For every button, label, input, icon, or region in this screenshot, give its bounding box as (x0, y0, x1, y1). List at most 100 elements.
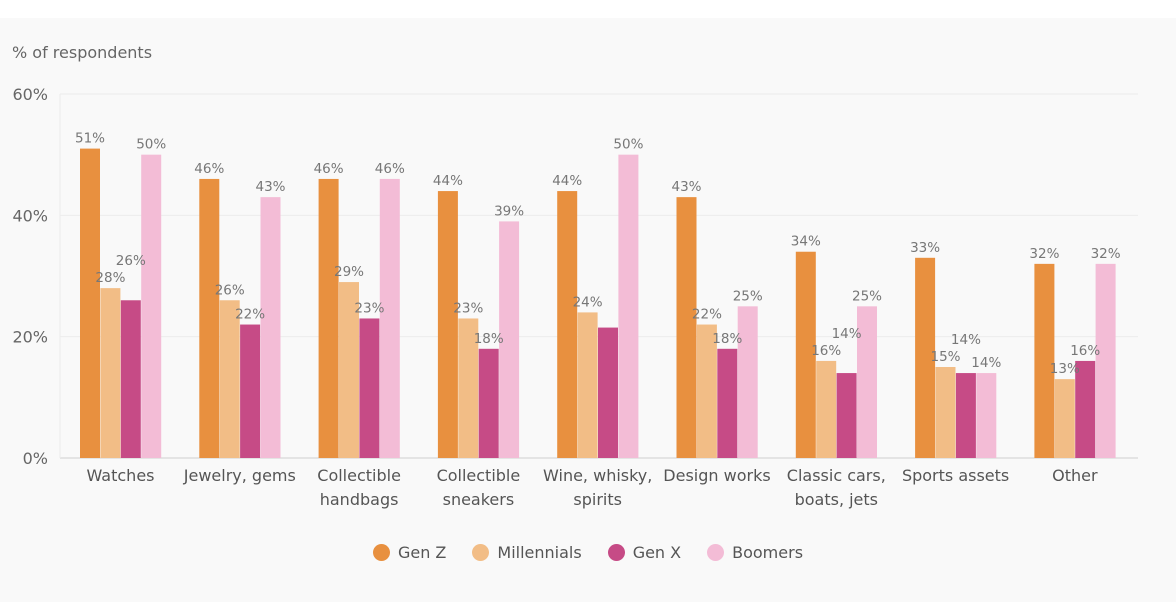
x-tick-label: Watches (87, 466, 155, 485)
data-label: 14% (832, 326, 862, 342)
chart-panel (0, 18, 1176, 602)
legend-item: Boomers (707, 543, 803, 562)
data-label: 39% (494, 203, 524, 219)
bar-boomers (499, 221, 520, 458)
y-axis-title: % of respondents (12, 43, 153, 62)
data-label: 25% (733, 288, 763, 304)
y-tick-label: 20% (12, 328, 48, 347)
data-label: 25% (852, 288, 882, 304)
x-tick-label: Collectible (437, 466, 521, 485)
bar-boomers (857, 306, 877, 458)
data-label: 46% (375, 161, 405, 177)
data-label: 26% (116, 253, 146, 269)
data-label: 43% (671, 179, 701, 195)
bar-gen-x (240, 324, 261, 458)
bar-millennials (458, 318, 479, 458)
bar-gen-z (915, 257, 936, 458)
data-label: 29% (334, 264, 364, 280)
legend-label: Boomers (732, 543, 804, 562)
x-tick-label: Sports assets (902, 466, 1009, 485)
data-label: 50% (613, 137, 643, 153)
bar-gen-x (955, 373, 976, 458)
data-label: 46% (194, 161, 224, 177)
bar-millennials (1054, 379, 1075, 458)
legend: Gen Z Millennials Gen X Boomers (0, 543, 1176, 562)
legend-item: Millennials (472, 543, 582, 562)
data-label: 51% (75, 131, 105, 147)
bar-gen-z (795, 251, 816, 458)
data-label: 23% (453, 300, 483, 316)
bar-gen-z (676, 197, 697, 458)
data-label: 14% (951, 332, 981, 348)
bar-gen-x (359, 318, 380, 458)
y-tick-label: 60% (12, 85, 48, 104)
x-tick-label: Wine, whisky, (543, 466, 652, 485)
legend-swatch (607, 544, 625, 561)
x-tick-label: handbags (320, 490, 399, 509)
bar-boomers (976, 373, 997, 458)
bar-millennials (339, 282, 359, 458)
data-label: 24% (573, 294, 603, 310)
data-label: 44% (433, 173, 463, 189)
data-label: 46% (314, 161, 344, 177)
data-label: 22% (235, 307, 265, 323)
data-label: 33% (910, 240, 940, 256)
data-label: 15% (930, 349, 960, 365)
data-label: 22% (692, 307, 722, 323)
bar-boomers (260, 197, 281, 458)
y-tick-label: 0% (23, 449, 48, 468)
data-label: 16% (1070, 343, 1100, 359)
x-tick-label: spirits (573, 490, 622, 509)
data-label: 43% (255, 179, 285, 195)
bar-gen-x (598, 327, 618, 458)
data-label: 18% (474, 331, 504, 347)
legend-label: Gen Z (397, 543, 447, 562)
legend-label: Millennials (497, 543, 582, 562)
data-label: 26% (215, 282, 245, 298)
legend-swatch (707, 544, 725, 561)
bar-millennials (816, 360, 837, 458)
x-tick-label: Other (1052, 466, 1098, 485)
bar-millennials (935, 367, 956, 458)
x-tick-label: Jewelry, gems (183, 466, 296, 485)
legend-item: Gen Z (372, 543, 447, 562)
bar-gen-x (120, 300, 141, 458)
data-label: 34% (791, 234, 821, 250)
bar-boomers (141, 154, 162, 458)
x-tick-label: sneakers (443, 490, 515, 509)
bar-millennials (219, 300, 240, 458)
bar-millennials (696, 324, 717, 458)
bar-millennials (100, 288, 121, 458)
data-label: 50% (136, 137, 166, 153)
x-tick-label: Design works (663, 466, 770, 485)
data-label: 14% (971, 355, 1001, 371)
bar-gen-x (836, 373, 857, 458)
data-label: 44% (552, 173, 582, 189)
bar-boomers (379, 178, 400, 458)
data-label: 18% (712, 331, 742, 347)
bar-boomers (737, 306, 758, 458)
bar-gen-z (557, 191, 578, 459)
y-tick-label: 40% (12, 206, 48, 225)
bar-boomers (1095, 263, 1116, 458)
legend-swatch (472, 544, 490, 561)
bar-gen-z (80, 148, 100, 458)
data-label: 28% (95, 270, 125, 286)
bar-gen-z (1034, 263, 1055, 458)
bar-gen-z (199, 178, 220, 458)
bar-gen-x (1075, 360, 1096, 458)
bar-millennials (577, 312, 598, 458)
bar-gen-x (478, 348, 499, 458)
bar-boomers (618, 154, 639, 458)
x-tick-label: Classic cars, (787, 466, 886, 485)
data-label: 32% (1091, 246, 1121, 262)
data-label: 16% (811, 343, 841, 359)
data-label: 23% (354, 300, 384, 316)
data-label: 32% (1029, 246, 1059, 262)
x-tick-label: Collectible (317, 466, 401, 485)
bar-gen-z (437, 191, 458, 459)
data-label: 13% (1050, 361, 1080, 377)
legend-swatch (372, 544, 390, 561)
bar-gen-z (318, 178, 339, 458)
